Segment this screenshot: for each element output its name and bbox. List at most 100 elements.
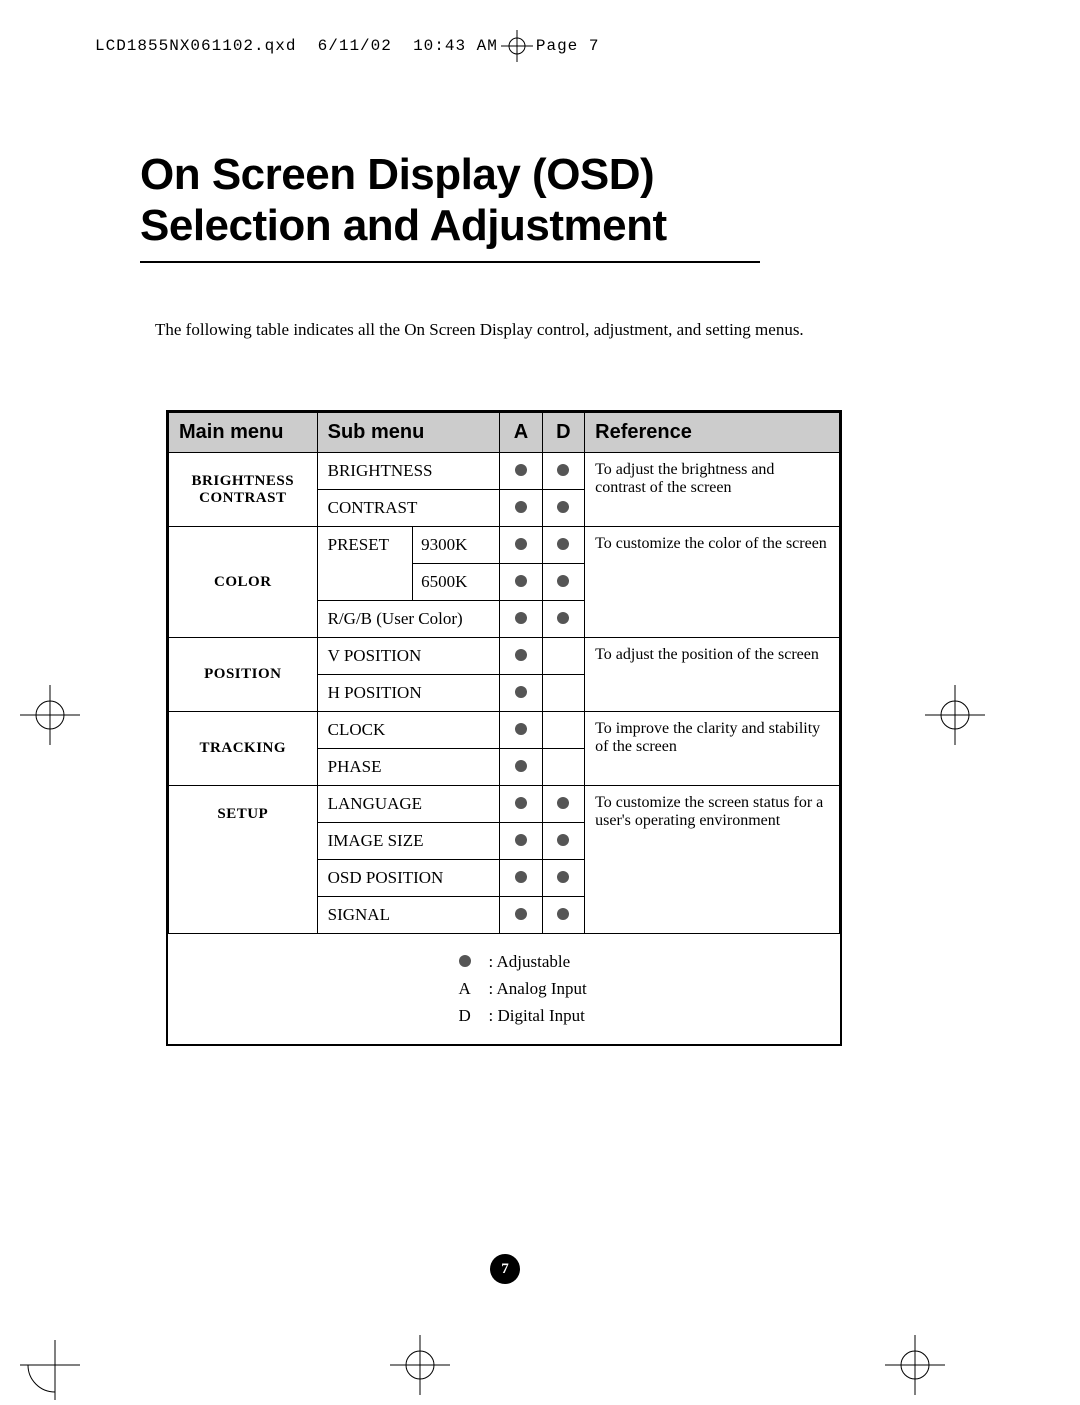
sub-clock: CLOCK [317, 712, 500, 749]
header-page: Page 7 [536, 37, 600, 55]
sub-brightness: BRIGHTNESS [317, 453, 500, 490]
dot-cell [500, 527, 542, 564]
page-title: On Screen Display (OSD) Selection and Ad… [140, 150, 760, 263]
dot-icon [557, 575, 569, 587]
main-position: POSITION [169, 638, 318, 712]
col-a: A [500, 413, 542, 453]
legend-row: : Adjustable A: Analog Input D: Digital … [169, 934, 840, 1044]
dot-icon [557, 464, 569, 476]
legend-analog-sym: A [459, 975, 489, 1002]
dot-icon [557, 538, 569, 550]
header-time: 10:43 AM [413, 37, 498, 55]
table-header-row: Main menu Sub menu A D Reference [169, 413, 840, 453]
dot-icon [515, 760, 527, 772]
dot-cell [500, 860, 542, 897]
table-row: BRIGHTNESS CONTRAST BRIGHTNESS To adjust… [169, 453, 840, 490]
main-color: COLOR [169, 527, 318, 638]
sub-phase: PHASE [317, 749, 500, 786]
sub-preset: PRESET [317, 527, 413, 601]
dot-cell [500, 749, 542, 786]
dot-icon [515, 908, 527, 920]
main-brightness-l2: CONTRAST [199, 490, 286, 506]
col-main: Main menu [169, 413, 318, 453]
ref-color: To customize the color of the screen [585, 527, 840, 638]
dot-cell [500, 564, 542, 601]
ref-position: To adjust the position of the screen [585, 638, 840, 712]
sub-imagesize: IMAGE SIZE [317, 823, 500, 860]
table-row: TRACKING CLOCK To improve the clarity an… [169, 712, 840, 749]
dot-cell [542, 638, 584, 675]
sub-signal: SIGNAL [317, 897, 500, 934]
dot-cell [542, 490, 584, 527]
registration-mark-icon [885, 1335, 945, 1395]
dot-cell [542, 564, 584, 601]
ref-tracking: To improve the clarity and stability of … [585, 712, 840, 786]
col-sub: Sub menu [317, 413, 500, 453]
sub-rgb: R/G/B (User Color) [317, 601, 500, 638]
legend-analog: : Analog Input [489, 975, 587, 1002]
dot-cell [542, 860, 584, 897]
corner-crop-mark-icon [20, 1340, 80, 1405]
dot-cell [500, 638, 542, 675]
header-filename: LCD1855NX061102.qxd [95, 37, 296, 55]
legend: : Adjustable A: Analog Input D: Digital … [459, 948, 830, 1030]
main-setup: SETUP [169, 786, 318, 934]
dot-icon [557, 908, 569, 920]
ref-brightness: To adjust the brightness and contrast of… [585, 453, 840, 527]
legend-digital: : Digital Input [489, 1002, 585, 1029]
dot-cell [500, 712, 542, 749]
dot-cell [500, 675, 542, 712]
dot-icon [557, 501, 569, 513]
registration-mark-icon [925, 685, 985, 745]
print-header: LCD1855NX061102.qxd 6/11/02 10:43 AM Pag… [95, 30, 599, 62]
dot-cell [542, 527, 584, 564]
dot-icon [557, 797, 569, 809]
table-row: COLOR PRESET 9300K To customize the colo… [169, 527, 840, 564]
dot-cell [500, 601, 542, 638]
main-brightness-l1: BRIGHTNESS [192, 473, 295, 489]
dot-icon [515, 871, 527, 883]
dot-icon [557, 612, 569, 624]
col-ref: Reference [585, 413, 840, 453]
legend-digital-sym: D [459, 1002, 489, 1029]
osd-table: Main menu Sub menu A D Reference BRIGHTN… [166, 410, 842, 1046]
registration-mark-icon [390, 1335, 450, 1395]
main-tracking: TRACKING [169, 712, 318, 786]
dot-icon [515, 834, 527, 846]
col-d: D [542, 413, 584, 453]
table-row: SETUP LANGUAGE To customize the screen s… [169, 786, 840, 823]
dot-cell [500, 490, 542, 527]
intro-text: The following table indicates all the On… [155, 320, 804, 340]
dot-icon [515, 723, 527, 735]
dot-icon [515, 501, 527, 513]
sub-9300k: 9300K [413, 527, 500, 564]
dot-icon [557, 871, 569, 883]
ref-setup: To customize the screen status for a use… [585, 786, 840, 934]
sub-vposition: V POSITION [317, 638, 500, 675]
sub-language: LANGUAGE [317, 786, 500, 823]
table-row: POSITION V POSITION To adjust the positi… [169, 638, 840, 675]
title-line-1: On Screen Display (OSD) [140, 150, 760, 201]
page-number: 7 [490, 1254, 520, 1284]
dot-icon [515, 797, 527, 809]
title-line-2: Selection and Adjustment [140, 201, 760, 252]
sub-6500k: 6500K [413, 564, 500, 601]
dot-icon [557, 834, 569, 846]
dot-icon [515, 538, 527, 550]
dot-cell [542, 675, 584, 712]
dot-cell [542, 749, 584, 786]
dot-icon [515, 575, 527, 587]
header-date: 6/11/02 [318, 37, 392, 55]
dot-cell [500, 453, 542, 490]
dot-cell [500, 897, 542, 934]
sub-osdposition: OSD POSITION [317, 860, 500, 897]
dot-cell [542, 897, 584, 934]
dot-cell [542, 453, 584, 490]
dot-cell [500, 823, 542, 860]
dot-icon [515, 464, 527, 476]
main-brightness: BRIGHTNESS CONTRAST [169, 453, 318, 527]
dot-cell [542, 786, 584, 823]
registration-mark-icon [20, 685, 80, 745]
dot-icon [459, 955, 471, 967]
dot-cell [542, 823, 584, 860]
